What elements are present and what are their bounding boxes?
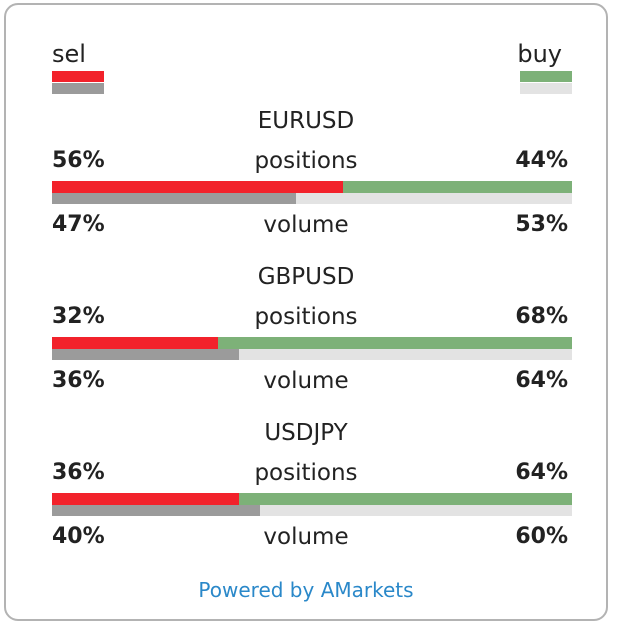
positions-buy-segment [239,493,572,505]
volume-label: volume [263,368,349,394]
volume-buy-percent: 53% [515,212,568,237]
positions-buy-percent: 44% [515,148,568,173]
pair-name: EURUSD [257,108,355,134]
volume-buy-segment [260,505,572,516]
legend-buy-label: buy [517,40,562,68]
positions-bar [52,337,572,349]
positions-bar [52,181,572,193]
volume-sell-segment [52,349,240,360]
sentiment-widget: sel buy EURUSD 56% positions 44% 47% vol… [4,3,608,621]
pair-name: GBPUSD [257,264,355,290]
positions-bar [52,493,572,505]
positions-sell-segment [52,337,219,349]
volume-buy-segment [296,193,572,204]
positions-sell-segment [52,181,344,193]
volume-sell-percent: 40% [52,524,105,549]
volume-sell-segment [52,193,297,204]
legend-sell-volume-swatch [52,83,104,94]
volume-sell-segment [52,505,260,516]
volume-sell-percent: 47% [52,212,105,237]
positions-sell-segment [52,493,240,505]
legend-buy-volume-swatch [520,83,572,94]
volume-buy-percent: 64% [515,368,568,393]
pair-block-eurusd: EURUSD 56% positions 44% 47% volume 53% [6,106,606,254]
legend-sell-positions-swatch [52,71,104,82]
positions-label: positions [254,304,358,330]
positions-sell-percent: 36% [52,460,105,485]
volume-bar [52,505,572,516]
volume-label: volume [263,212,349,238]
legend-sell-label: sel [52,40,86,68]
positions-label: positions [254,148,358,174]
positions-buy-segment [218,337,572,349]
volume-buy-segment [239,349,572,360]
positions-sell-percent: 32% [52,304,105,329]
pair-block-usdjpy: USDJPY 36% positions 64% 40% volume 60% [6,418,606,566]
positions-buy-segment [343,181,572,193]
volume-bar [52,349,572,360]
volume-buy-percent: 60% [515,524,568,549]
legend-buy-positions-swatch [520,71,572,82]
volume-bar [52,193,572,204]
positions-buy-percent: 64% [515,460,568,485]
pair-block-gbpusd: GBPUSD 32% positions 68% 36% volume 64% [6,262,606,410]
powered-by-link[interactable]: Powered by AMarkets [198,578,414,602]
volume-label: volume [263,524,349,550]
pair-name: USDJPY [264,420,348,446]
positions-sell-percent: 56% [52,148,105,173]
volume-sell-percent: 36% [52,368,105,393]
positions-label: positions [254,460,358,486]
positions-buy-percent: 68% [515,304,568,329]
